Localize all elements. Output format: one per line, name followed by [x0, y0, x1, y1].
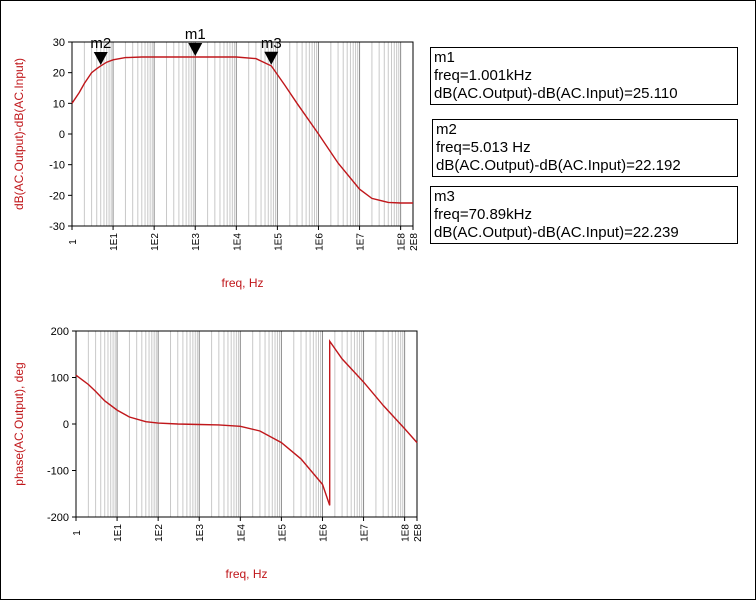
y-tick-label: 0	[59, 129, 65, 141]
y-tick-label: -20	[49, 190, 65, 202]
readout-value: dB(AC.Output)-dB(AC.Input)=22.192	[436, 157, 681, 174]
readout-value: dB(AC.Output)-dB(AC.Input)=22.239	[434, 224, 679, 241]
x-tick-label: 1E6	[314, 233, 325, 251]
chart-1: 30 20 10 0 -10 -20 -301 1E1 1E2 1E3 1E4 1E5 1E6 1E7 1E…	[12, 26, 420, 290]
x-tick-label: 1E1	[113, 524, 124, 542]
marker-m2-label: m2	[90, 35, 111, 52]
y-tick-label: -200	[47, 512, 69, 524]
x-tick-label: 1E8	[401, 524, 412, 542]
y-tick-label: 30	[53, 37, 65, 49]
x-tick-label: 1E7	[356, 233, 367, 251]
plot-frame	[71, 41, 414, 227]
x-tick-label: 1E7	[360, 524, 371, 542]
readout-name: m1	[434, 49, 455, 66]
x-tick-label: 1E5	[273, 233, 284, 251]
marker-m3-icon	[264, 51, 279, 65]
y-tick-label: -10	[49, 160, 65, 172]
readout-value: dB(AC.Output)-dB(AC.Input)=25.110	[434, 85, 678, 102]
marker-m1-label: m1	[185, 26, 206, 43]
y-tick-label: 0	[63, 419, 69, 431]
readout-name: m2	[436, 121, 457, 138]
x-tick-label: 1E2	[154, 524, 165, 542]
x-tick-label: 1	[72, 530, 83, 536]
readout-freq: freq=1.001kHz	[434, 67, 532, 84]
y-tick-label: 100	[51, 373, 69, 385]
y-tick-label: 10	[53, 98, 65, 110]
y-axis-label: phase(AC.Output), deg	[12, 362, 26, 485]
marker-readout-m3: m3 freq=70.89kHz dB(AC.Output)-dB(AC.Inp…	[430, 186, 738, 244]
x-tick-label: 1E4	[236, 524, 247, 542]
y-tick-label: -100	[47, 466, 69, 478]
x-tick-label: 1	[68, 239, 79, 245]
x-tick-label: 1E3	[195, 524, 206, 542]
x-tick-label: 1E4	[232, 233, 243, 251]
marker-readout-m2: m2 freq=5.013 Hz dB(AC.Output)-dB(AC.Inp…	[432, 119, 738, 177]
readout-name: m3	[434, 188, 455, 205]
series-line	[75, 338, 418, 506]
series-line	[71, 56, 413, 204]
plot-frame	[75, 330, 418, 518]
readout-freq: freq=5.013 Hz	[436, 139, 531, 156]
x-tick-label: 2E8	[409, 233, 420, 251]
x-axis-label: freq, Hz	[225, 567, 267, 581]
x-tick-label: 1E3	[191, 233, 202, 251]
y-axis-label: dB(AC.Output)-dB(AC.Input)	[12, 58, 26, 210]
x-tick-label: 1E6	[318, 524, 329, 542]
y-tick-label: -30	[49, 221, 65, 233]
marker-m2-icon	[93, 51, 108, 65]
x-tick-label: 1E2	[150, 233, 161, 251]
readout-freq: freq=70.89kHz	[434, 206, 532, 223]
x-tick-label: 1E1	[109, 233, 120, 251]
x-tick-label: 2E8	[413, 524, 424, 542]
x-axis-label: freq, Hz	[221, 276, 263, 290]
x-tick-label: 1E5	[277, 524, 288, 542]
y-tick-label: 20	[53, 68, 65, 80]
marker-m3-label: m3	[261, 35, 282, 52]
marker-m1-icon	[188, 42, 203, 56]
y-tick-label: 200	[51, 326, 69, 338]
x-tick-label: 1E8	[397, 233, 408, 251]
marker-readout-m1: m1 freq=1.001kHz dB(AC.Output)-dB(AC.Inp…	[430, 47, 738, 105]
